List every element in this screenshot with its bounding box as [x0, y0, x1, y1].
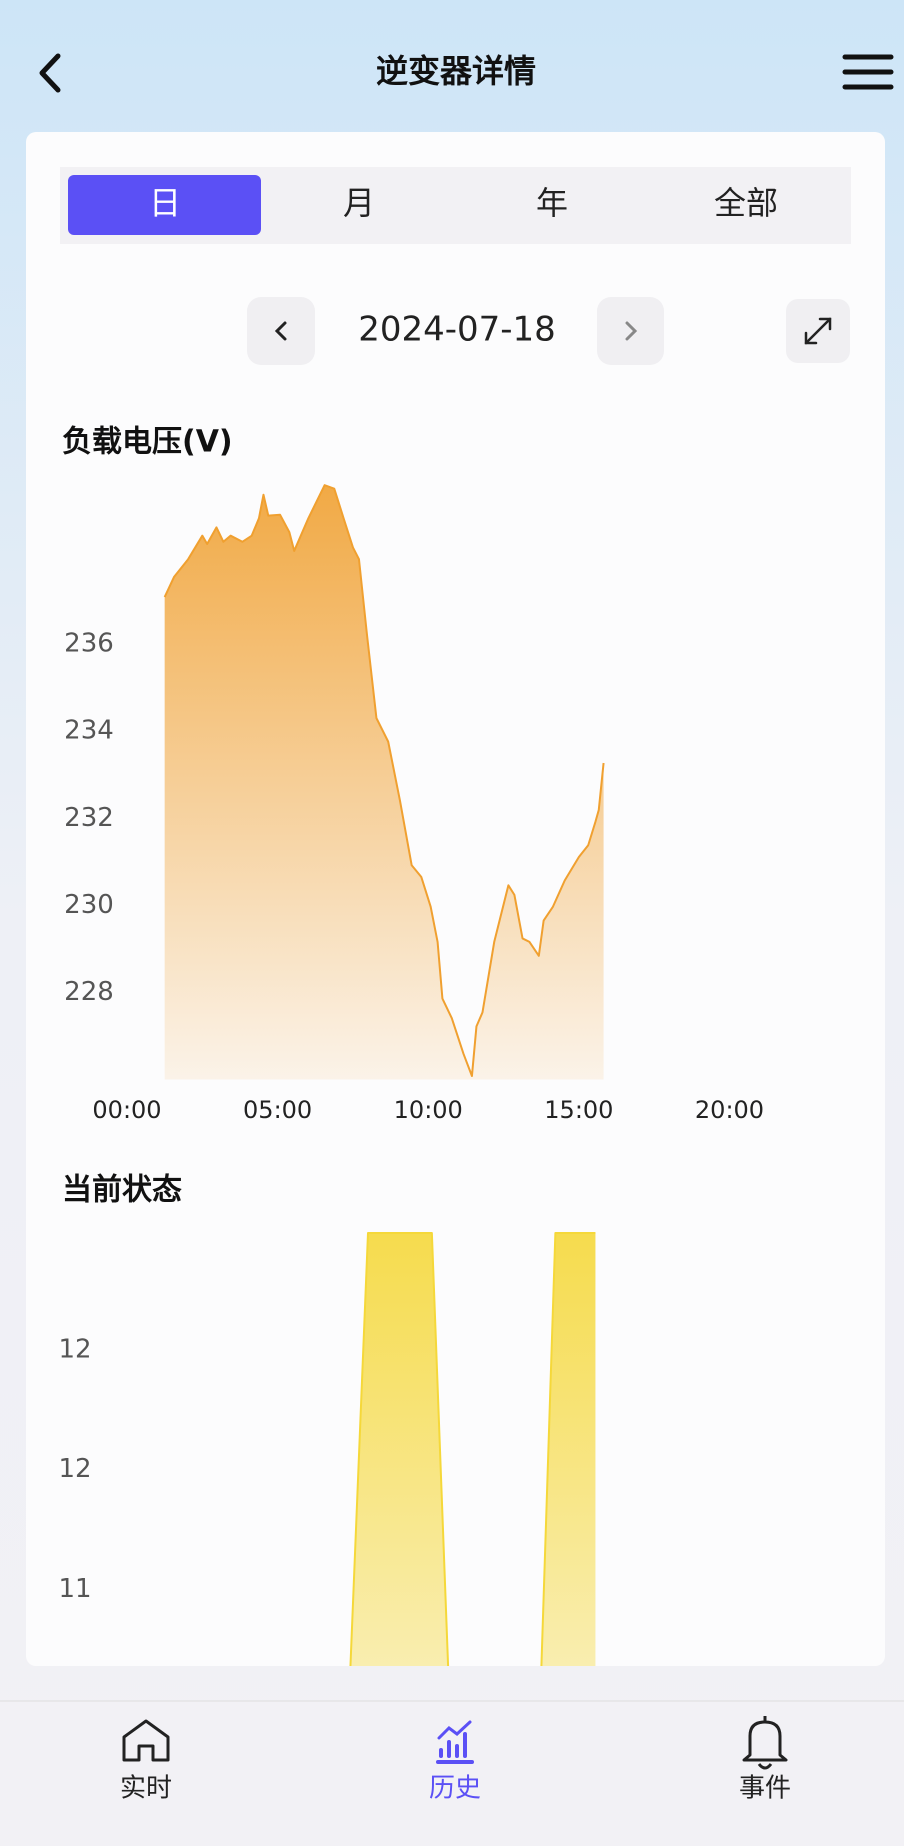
y-tick-label: 230 — [64, 890, 114, 920]
area-fill — [339, 1233, 458, 1666]
y-tick-label: 228 — [64, 977, 114, 1007]
tab[interactable]: 年 — [536, 184, 568, 222]
chart-title: 当前状态 — [62, 1173, 182, 1208]
y-tick-label: 12 — [58, 1454, 91, 1484]
data-line — [338, 1232, 596, 1666]
nav-icon-events[interactable] — [742, 1716, 788, 1770]
x-tick-label: 20:00 — [695, 1096, 764, 1124]
prev-date-button[interactable] — [247, 297, 315, 365]
date-label: 2024-07-18 — [358, 310, 556, 350]
x-tick-label: 10:00 — [394, 1096, 463, 1124]
nav-label[interactable]: 历史 — [429, 1774, 481, 1804]
nav-icon-history[interactable] — [436, 1720, 474, 1764]
tab[interactable]: 日 — [149, 184, 181, 222]
card — [26, 132, 885, 1666]
menu-button[interactable] — [842, 54, 894, 90]
fullscreen-button[interactable] — [786, 299, 850, 363]
y-tick-label: 236 — [64, 629, 114, 659]
y-tick-label: 234 — [64, 716, 114, 746]
area-fill — [164, 485, 604, 1080]
page-title: 逆变器详情 — [376, 52, 536, 90]
area-fill — [533, 1233, 596, 1666]
next-date-button[interactable] — [597, 297, 664, 365]
y-tick-label: 232 — [64, 803, 114, 833]
tab[interactable]: 全部 — [714, 184, 778, 222]
nav-label[interactable]: 事件 — [739, 1774, 791, 1804]
x-tick-label: 05:00 — [243, 1096, 312, 1124]
charts: 负载电压(V) 236 234 232 230 228 00:00 05:00 10:00 15:… — [58, 425, 764, 1666]
y-tick-label: 12 — [58, 1335, 91, 1365]
x-tick-label: 15:00 — [544, 1096, 613, 1124]
data-line — [163, 484, 605, 1078]
back-button[interactable] — [39, 53, 61, 93]
active-tab-bg — [68, 175, 261, 235]
tab[interactable]: 月 — [343, 184, 375, 222]
y-tick-label: 11 — [58, 1574, 91, 1604]
x-tick-label: 00:00 — [92, 1096, 161, 1124]
chart-title: 负载电压(V) — [62, 425, 233, 460]
nav-label[interactable]: 实时 — [120, 1774, 172, 1804]
nav-icon-home[interactable] — [122, 1719, 170, 1762]
